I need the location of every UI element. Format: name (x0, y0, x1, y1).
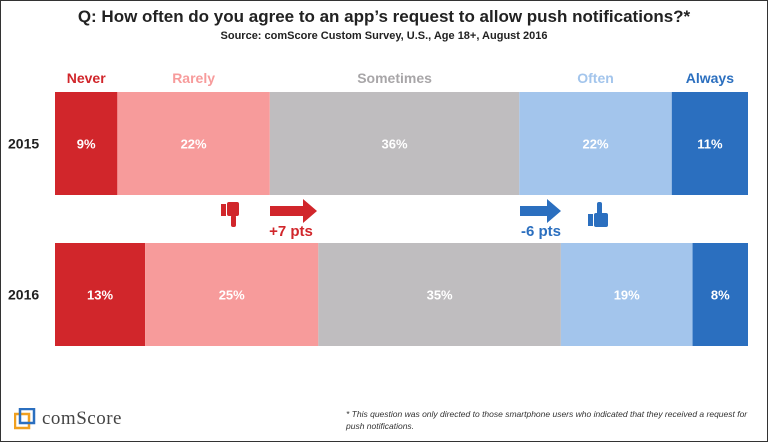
comscore-logo: comScore (14, 408, 122, 430)
bar-label-2016-often: 19% (614, 288, 640, 303)
legend-label-always: Always (686, 70, 734, 86)
bar-label-2016-always: 8% (711, 288, 730, 303)
bar-label-2016-rarely: 25% (219, 288, 245, 303)
bar-2015-often (519, 92, 672, 195)
bar-label-2015-rarely: 22% (181, 137, 207, 152)
thumbs-down-icon (221, 202, 239, 227)
increase-arrow-icon (270, 199, 317, 223)
bar-2016-sometimes (318, 243, 561, 346)
legend-label-often: Often (577, 70, 614, 86)
bar-2015-rarely (117, 92, 270, 195)
row-label-2016: 2016 (8, 287, 39, 303)
bar-2016-always (692, 243, 748, 346)
thumbs-up-icon-part (588, 214, 593, 226)
thumbs-up-icon (588, 202, 608, 227)
comscore-logo-icon (14, 408, 36, 430)
annotation-decrease: -6 pts (521, 223, 561, 240)
row-label-2015: 2015 (8, 136, 39, 152)
legend-label-rarely: Rarely (172, 70, 215, 86)
bar-label-2016-never: 13% (87, 288, 113, 303)
bar-label-2016-sometimes: 35% (427, 288, 453, 303)
thumbs-up-icon-part (594, 213, 608, 227)
legend-label-sometimes: Sometimes (357, 70, 432, 86)
bar-2015-always (671, 92, 748, 195)
bar-2016-never (55, 243, 146, 346)
thumbs-down-icon-part (227, 202, 239, 216)
chart-title: Q: How often do you agree to an app’s re… (77, 7, 691, 26)
legend-label-never: Never (67, 70, 106, 86)
comscore-logo-text: comScore (42, 408, 122, 429)
footnote: * This question was only directed to tho… (346, 409, 748, 431)
chart-subtitle: Source: comScore Custom Survey, U.S., Ag… (220, 30, 548, 42)
chart-svg: Never Rarely Sometimes Often Always 2015 9% 22%… (8, 70, 748, 346)
bar-label-2015-often: 22% (583, 137, 609, 152)
thumbs-down-icon-part (221, 204, 226, 216)
bar-label-2015-always: 11% (697, 137, 723, 152)
bar-label-2015-never: 9% (77, 137, 96, 152)
bar-2016-rarely (145, 243, 319, 346)
thumbs-down-icon-part (231, 215, 236, 227)
bar-2016-often (560, 243, 693, 346)
bar-2015-sometimes (269, 92, 520, 195)
bar-2015-never (55, 92, 118, 195)
annotation-increase: +7 pts (269, 223, 313, 240)
decrease-arrow-icon (520, 199, 561, 223)
bar-label-2015-sometimes: 36% (382, 137, 408, 152)
thumbs-up-icon-part (597, 202, 602, 215)
